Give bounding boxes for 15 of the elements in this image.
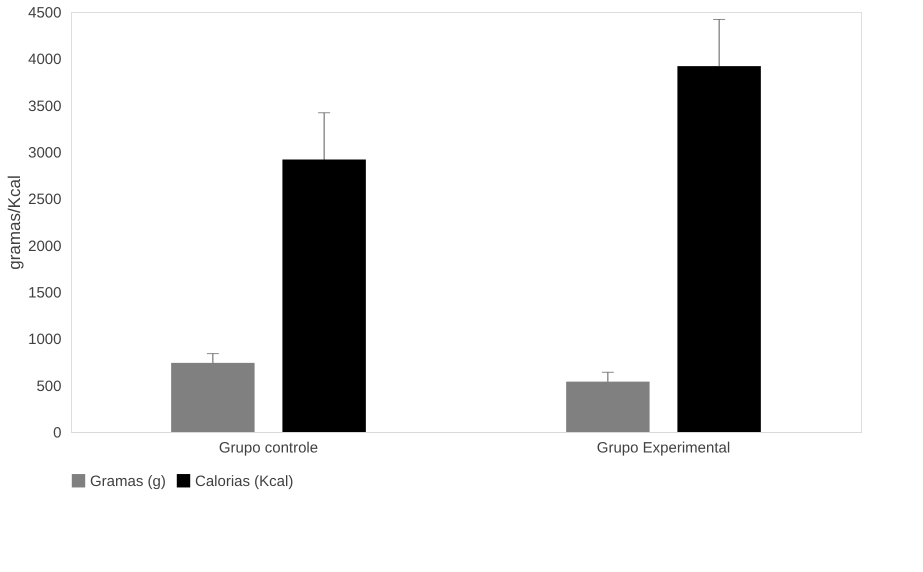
y-tick-label: 3000 <box>28 144 62 162</box>
y-tick-label: 1500 <box>28 284 62 302</box>
y-tick-label: 0 <box>53 424 62 442</box>
y-tick-label: 3500 <box>28 98 62 115</box>
y-tick-label: 4500 <box>28 4 62 22</box>
y-axis-title: gramas/Kcal <box>5 175 24 270</box>
x-tick-label: Grupo controle <box>218 440 318 456</box>
legend-label: Calorias (Kcal) <box>195 472 294 490</box>
y-tick-label: 500 <box>36 378 62 395</box>
legend-label: Gramas (g) <box>90 472 166 490</box>
y-tick-label: 4000 <box>28 51 62 68</box>
x-tick-label: Grupo Experimental <box>596 440 730 456</box>
y-tick-label: 2500 <box>28 191 62 208</box>
y-tick-label: 2000 <box>28 238 62 255</box>
y-tick-label: 1000 <box>28 331 62 348</box>
